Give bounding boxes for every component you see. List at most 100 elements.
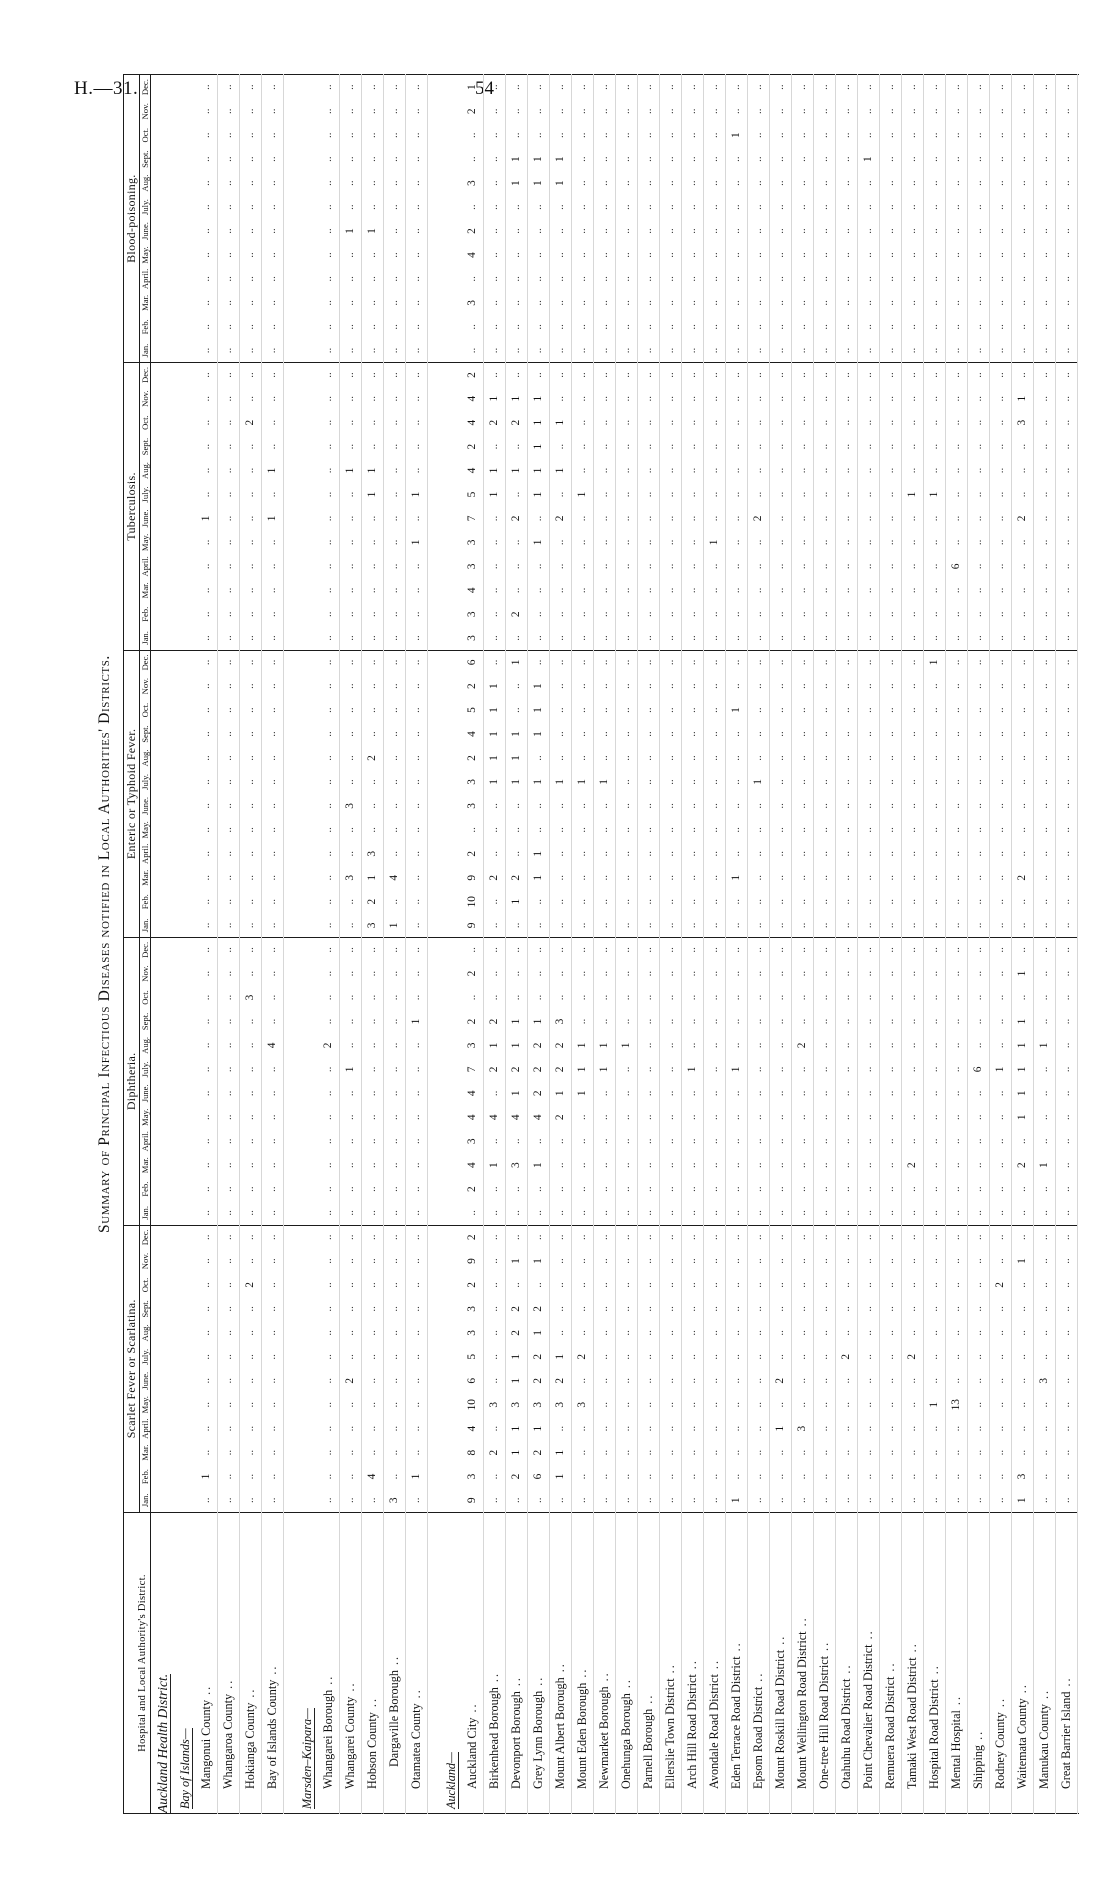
section-label: Auckland— [441, 1512, 462, 1814]
cell-blood-nov: .. [549, 99, 572, 124]
cell-scarlet-july: .. [923, 1344, 946, 1369]
cell-blood-may: .. [681, 242, 704, 267]
cell-diphtheria-april: .. [1055, 1129, 1078, 1154]
cell-enteric-may: .. [637, 817, 660, 842]
cell-tuberculosis-may: .. [835, 530, 858, 555]
cell-enteric-sept: .. [769, 722, 792, 746]
table-row: Onehunga Borough .......................… [615, 74, 638, 1814]
cell-tuberculosis-feb: .. [196, 602, 218, 627]
cell-enteric-july: .. [725, 769, 748, 794]
cell-enteric-april: .. [549, 841, 572, 866]
cell-blood-sept: .. [1011, 147, 1034, 172]
cell-scarlet-mar: .. [769, 1440, 792, 1465]
empty-cell [151, 99, 176, 123]
cell-diphtheria-mar: .. [857, 1153, 880, 1178]
empty-cell [151, 1345, 176, 1369]
cell-scarlet-feb: .. [383, 1464, 406, 1489]
cell-diphtheria-oct: .. [681, 985, 704, 1010]
leader-dots: .. [487, 1671, 502, 1688]
empty-cell [441, 1393, 462, 1417]
cell-scarlet-nov: .. [857, 1249, 880, 1273]
cell-enteric-july: .. [318, 769, 340, 794]
cell-diphtheria-feb: .. [405, 1177, 428, 1202]
cell-diphtheria-dec: .. [989, 937, 1012, 962]
cell-scarlet-jan: .. [196, 1488, 218, 1513]
empty-cell [150, 1201, 175, 1226]
cell-tuberculosis-feb: .. [383, 602, 406, 627]
cell-scarlet-jan: .. [879, 1488, 902, 1513]
cell-enteric-dec: 6 [462, 650, 484, 675]
cell-diphtheria-jan: .. [989, 1201, 1012, 1226]
cell-scarlet-july: 2 [571, 1344, 594, 1369]
table-row: Tamaki West Road District ..............… [901, 74, 924, 1814]
cell-diphtheria-mar: .. [571, 1153, 594, 1178]
cell-blood-dec: .. [239, 74, 262, 100]
leader-dots: .. [685, 1659, 700, 1675]
cell-enteric-jan: 3 [361, 913, 384, 938]
empty-cell [297, 1201, 318, 1226]
cell-diphtheria-july: 1 [593, 1057, 616, 1082]
cell-tuberculosis-june: 2 [1011, 506, 1034, 531]
cell-scarlet-aug: .. [339, 1320, 362, 1345]
district-name: Remuera Road District .. [879, 1512, 902, 1814]
cell-diphtheria-july: .. [703, 1057, 726, 1082]
cell-diphtheria-dec: .. [339, 937, 362, 962]
cell-scarlet-dec: .. [945, 1225, 968, 1250]
leader-dots: .. [1015, 1683, 1030, 1699]
cell-blood-feb: .. [318, 314, 340, 339]
cell-tuberculosis-oct: .. [681, 410, 704, 435]
leader-dots: .. [465, 1702, 480, 1718]
cell-enteric-dec: .. [945, 650, 968, 675]
cell-tuberculosis-april: .. [239, 554, 262, 579]
cell-scarlet-feb: .. [637, 1464, 660, 1489]
cell-tuberculosis-may: .. [1033, 530, 1056, 555]
disease-group-header-blood: Blood-poisoning. [123, 74, 140, 363]
month-header-enteric-mar: Mar. [139, 865, 151, 890]
month-header-tuberculosis-nov: Nov. [139, 386, 151, 411]
cell-enteric-mar: .. [967, 865, 990, 890]
cell-scarlet-july: .. [769, 1344, 792, 1369]
cell-scarlet-nov: .. [615, 1249, 638, 1273]
empty-cell [175, 866, 196, 890]
empty-cell [441, 338, 462, 363]
cell-tuberculosis-may: .. [725, 530, 748, 555]
cell-diphtheria-july: .. [361, 1057, 384, 1082]
cell-enteric-nov: .. [747, 674, 770, 699]
cell-enteric-july: 1 [747, 769, 770, 794]
table-row: Birkenhead Borough ...... 2.. 3...........… [483, 74, 506, 1814]
cell-tuberculosis-jan: .. [725, 626, 748, 651]
cell-scarlet-jan: .. [1055, 1488, 1078, 1513]
cell-scarlet-july: .. [791, 1344, 814, 1369]
empty-cell [441, 123, 462, 147]
cell-enteric-mar: 1 [725, 865, 748, 890]
cell-tuberculosis-dec: .. [339, 362, 362, 387]
cell-scarlet-july: .. [945, 1344, 968, 1369]
cell-tuberculosis-sept: .. [901, 434, 924, 459]
cell-tuberculosis-dec: .. [791, 362, 814, 387]
cell-enteric-feb: .. [196, 889, 218, 914]
cell-blood-nov: .. [637, 99, 660, 124]
empty-cell [441, 1177, 462, 1201]
empty-cell [175, 1321, 196, 1345]
cell-enteric-aug: .. [747, 746, 770, 770]
month-header-diphtheria-aug: Aug. [139, 1033, 151, 1058]
cell-scarlet-dec: .. [505, 1225, 528, 1250]
cell-diphtheria-aug: 4 [261, 1033, 284, 1058]
cell-tuberculosis-aug: .. [681, 458, 704, 483]
cell-blood-feb: .. [593, 314, 616, 339]
cell-enteric-july: .. [239, 769, 262, 794]
cell-tuberculosis-april: .. [989, 554, 1012, 579]
cell-diphtheria-dec: .. [361, 937, 384, 962]
cell-scarlet-sept: 3 [462, 1296, 484, 1321]
empty-cell [151, 1393, 176, 1417]
cell-diphtheria-may: .. [703, 1105, 726, 1130]
cell-tuberculosis-dec: .. [637, 362, 660, 387]
cell-diphtheria-april: .. [1011, 1129, 1034, 1154]
cell-tuberculosis-oct: .. [945, 410, 968, 435]
cell-diphtheria-dec: .. [879, 937, 902, 962]
cell-tuberculosis-nov: .. [1055, 386, 1078, 411]
cell-diphtheria-jan: .. [593, 1201, 616, 1226]
cell-enteric-july: .. [339, 769, 362, 794]
cell-tuberculosis-jan: .. [571, 626, 594, 651]
cell-scarlet-feb: .. [989, 1464, 1012, 1489]
